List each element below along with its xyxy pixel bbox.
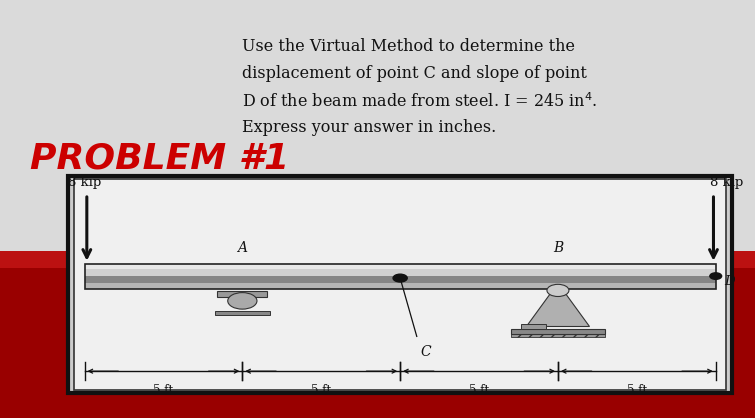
Text: displacement of point C and slope of point: displacement of point C and slope of poi… (242, 65, 587, 82)
Bar (215, 311, 270, 315)
Text: B: B (553, 241, 563, 255)
Text: D of the beam made from steel. I = 245 in$^4$.: D of the beam made from steel. I = 245 i… (242, 92, 597, 111)
Circle shape (547, 284, 569, 296)
Text: PROBLEM #1: PROBLEM #1 (30, 142, 289, 176)
Bar (0, 251, 755, 268)
Circle shape (393, 274, 407, 282)
Text: D: D (724, 275, 735, 288)
Bar (68, 176, 732, 393)
Circle shape (710, 273, 722, 279)
Bar (85, 275, 716, 283)
Ellipse shape (228, 293, 257, 309)
Bar (85, 283, 716, 288)
Text: 5 ft: 5 ft (627, 384, 647, 397)
Text: 8 kip: 8 kip (68, 176, 101, 189)
Bar (510, 329, 606, 334)
Bar (217, 291, 267, 297)
Bar (510, 334, 606, 336)
Text: A: A (237, 241, 248, 255)
Bar (85, 269, 716, 275)
Text: 8 kip: 8 kip (710, 176, 743, 189)
Text: 5 ft: 5 ft (153, 384, 174, 397)
Text: Use the Virtual Method to determine the: Use the Virtual Method to determine the (242, 38, 575, 55)
Bar (521, 324, 546, 329)
Bar (0, 0, 755, 259)
Text: 5 ft: 5 ft (311, 384, 331, 397)
Bar (0, 259, 755, 418)
Text: C: C (420, 345, 430, 359)
Text: 5 ft: 5 ft (469, 384, 489, 397)
Polygon shape (526, 292, 590, 326)
Text: Express your answer in inches.: Express your answer in inches. (242, 119, 496, 136)
Bar (85, 264, 716, 288)
Bar (85, 264, 716, 269)
Bar (74, 179, 726, 390)
